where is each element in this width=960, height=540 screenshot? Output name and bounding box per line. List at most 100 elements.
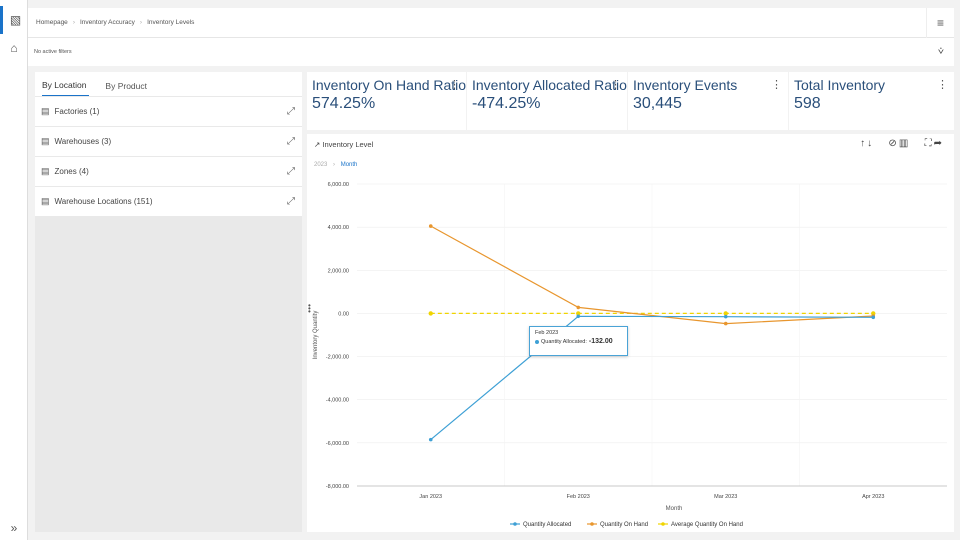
- kpi-card-allocated-ratio: Inventory Allocated Ratio -474.25% ⋮: [467, 72, 627, 130]
- series-line-quantity-on-hand: [430, 225, 874, 325]
- breadcrumb-inventory-accuracy[interactable]: Inventory Accuracy: [79, 19, 135, 26]
- x-tick-label: Apr 2023: [862, 494, 884, 500]
- hamburger-menu-icon[interactable]: ≡: [926, 8, 954, 38]
- expand-icon[interactable]: ⤢: [287, 106, 295, 117]
- data-point: [723, 321, 728, 326]
- data-point: [871, 311, 876, 316]
- tooltip-row: Quantity Allocated: -132.00: [535, 338, 622, 345]
- data-point: [428, 224, 433, 228]
- kpi-title: Inventory On Hand Ratio: [312, 77, 467, 93]
- x-tick-label: Feb 2023: [567, 494, 590, 500]
- chart-gridlines: [357, 183, 947, 487]
- kpi-card-total-inventory: Total Inventory 598 ⋮: [789, 72, 954, 130]
- location-label: Warehouse Locations (151): [54, 197, 153, 206]
- kpi-value: 598: [794, 95, 821, 112]
- drill-breadcrumb: 2023 › Month: [314, 162, 357, 168]
- sort-descending-icon[interactable]: ↓: [867, 138, 875, 149]
- data-point: [871, 315, 876, 320]
- location-tabs: By Location By Product: [35, 72, 302, 96]
- location-label: Zones (4): [54, 167, 89, 176]
- fullscreen-icon[interactable]: ⛶: [924, 138, 934, 149]
- breadcrumb-separator-icon: ›: [139, 19, 143, 26]
- chart-series: [428, 224, 876, 442]
- legend-label: Quantity Allocated: [523, 522, 571, 528]
- hierarchy-icon: ▤: [41, 196, 50, 206]
- drill-year[interactable]: 2023: [314, 162, 328, 168]
- warehouse-icon[interactable]: ⌂: [10, 41, 18, 55]
- chart-toolbar: ↑↓ ⊘▥ ⛶➦: [860, 138, 944, 149]
- location-panel: By Location By Product ▤ Factories (1) ⤢…: [35, 72, 302, 532]
- location-row-warehouse-locations[interactable]: ▤ Warehouse Locations (151) ⤢: [35, 187, 302, 216]
- breadcrumb-separator-icon: ›: [72, 19, 75, 26]
- drill-separator-icon: ›: [333, 162, 336, 168]
- kpi-value: 574.25%: [312, 95, 376, 112]
- kpi-card-inventory-events: Inventory Events 30,445 ⋮: [628, 72, 788, 130]
- side-rail: ▧ ⌂ »: [0, 0, 28, 540]
- more-options-icon[interactable]: ⋮: [771, 79, 782, 91]
- drag-handle-icon[interactable]: • • •: [308, 301, 311, 316]
- data-point: [723, 314, 728, 319]
- location-label: Factories (1): [54, 107, 100, 116]
- series-line-quantity-allocated: [430, 315, 874, 441]
- y-axis-title: Inventory Quantity: [313, 311, 319, 360]
- top-bar: Homepage › Inventory Accuracy › Inventor…: [28, 8, 954, 38]
- y-tick-label: 4,000.00: [328, 225, 349, 231]
- expand-icon[interactable]: ⤢: [287, 166, 295, 177]
- active-filters-text: No active filters: [34, 49, 72, 55]
- expand-icon[interactable]: ⤢: [287, 196, 295, 207]
- legend-swatch-dot: [590, 522, 594, 526]
- line-chart-icon: ↗: [314, 140, 321, 149]
- data-point: [723, 311, 728, 316]
- location-row-factories[interactable]: ▤ Factories (1) ⤢: [35, 97, 302, 126]
- kpi-card-on-hand-ratio: Inventory On Hand Ratio 574.25% ⋮: [307, 72, 466, 130]
- location-row-warehouses[interactable]: ▤ Warehouses (3) ⤢: [35, 127, 302, 156]
- chart-tooltip: Feb 2023 Quantity Allocated: -132.00: [529, 326, 628, 356]
- tooltip-series-dot-icon: [535, 339, 539, 344]
- data-point: [576, 314, 581, 319]
- chart-legend: Quantity Allocated Quantity On Hand Averag…: [510, 522, 743, 528]
- x-axis-title: Month: [666, 506, 683, 512]
- hide-series-icon[interactable]: ⊘: [888, 138, 899, 149]
- filter-bar: No active filters ⩒: [28, 38, 954, 66]
- legend-swatch-dot: [661, 522, 665, 526]
- y-tick-label: 0.00: [338, 311, 349, 317]
- location-row-zones[interactable]: ▤ Zones (4) ⤢: [35, 157, 302, 186]
- breadcrumb-homepage[interactable]: Homepage: [36, 19, 68, 26]
- data-point: [576, 305, 581, 310]
- share-icon[interactable]: ➦: [933, 138, 944, 149]
- more-options-icon[interactable]: ⋮: [610, 79, 621, 91]
- expand-rail-icon[interactable]: »: [10, 521, 18, 535]
- more-options-icon[interactable]: ⋮: [449, 79, 460, 91]
- y-tick-label: -6,000.00: [326, 441, 349, 447]
- cube-icon[interactable]: ▧: [0, 6, 28, 34]
- hierarchy-icon: ▤: [41, 106, 50, 116]
- x-tick-label: Mar 2023: [714, 494, 737, 500]
- hierarchy-icon: ▤: [41, 136, 50, 146]
- legend-label: Average Quantity On Hand: [671, 522, 743, 528]
- hierarchy-icon: ▤: [41, 166, 50, 176]
- data-point: [428, 311, 433, 316]
- kpi-value: 30,445: [633, 95, 682, 112]
- drill-level: Month: [340, 162, 358, 168]
- tab-by-location[interactable]: By Location: [42, 80, 90, 96]
- y-tick-label: 2,000.00: [328, 268, 349, 274]
- chart-title: ↗ Inventory Level: [314, 140, 373, 149]
- chart-type-icon[interactable]: ▥: [898, 138, 911, 149]
- kpi-title: Total Inventory: [794, 77, 886, 93]
- tab-by-product[interactable]: By Product: [105, 81, 147, 91]
- kpi-title: Inventory Events: [633, 77, 738, 93]
- kpi-title: Inventory Allocated Ratio: [472, 77, 627, 93]
- more-options-icon[interactable]: ⋮: [937, 79, 948, 91]
- legend-swatch-dot: [513, 522, 517, 526]
- y-tick-label: -4,000.00: [326, 398, 349, 404]
- filter-icon[interactable]: ⩒: [937, 46, 944, 57]
- inventory-level-chart: 6,000.00 4,000.00 2,000.00 0.00 -2,000.00 -4,…: [313, 182, 947, 528]
- y-tick-label: -2,000.00: [326, 355, 349, 361]
- tooltip-value: -132.00: [588, 338, 613, 345]
- y-tick-label: 6,000.00: [328, 182, 349, 188]
- x-tick-label: Jan 2023: [419, 494, 442, 500]
- chart-axes: 6,000.00 4,000.00 2,000.00 0.00 -2,000.00 -4,…: [313, 182, 947, 512]
- expand-icon[interactable]: ⤢: [287, 136, 295, 147]
- sort-ascending-icon[interactable]: ↑: [860, 138, 868, 149]
- data-point: [428, 437, 433, 442]
